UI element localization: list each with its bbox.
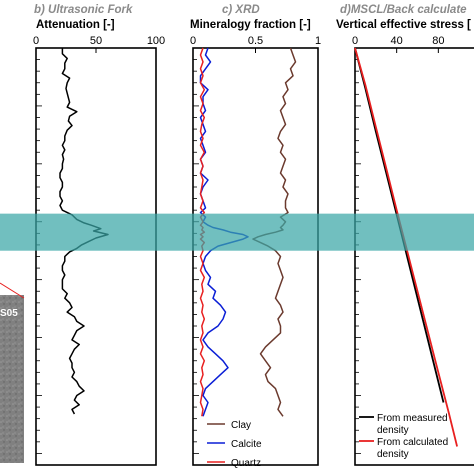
panel-2: d)MSCL/Back calculate Vertical effective … xyxy=(336,4,474,466)
x-tick-label: 80 xyxy=(432,35,444,47)
x-tick-label: 0 xyxy=(352,35,358,47)
x-tick-label: 0 xyxy=(33,35,39,47)
legend-entry: Calcite xyxy=(231,439,262,450)
core-photo-label: S05 xyxy=(0,308,18,319)
x-tick-label: 1 xyxy=(315,35,321,47)
panel-0: b) Ultrasonic Fork Attenuation [-] 0 50 100 xyxy=(33,4,165,466)
core-photo-panel: S05 xyxy=(0,282,25,463)
plot-frame xyxy=(354,47,474,466)
plot-frame xyxy=(35,47,157,466)
highlight-band xyxy=(0,213,474,251)
legend-entry: Clay xyxy=(231,420,251,431)
legend-entry: From measured density xyxy=(377,413,448,436)
plot-frame xyxy=(192,47,319,466)
legend-entry: Quartz xyxy=(231,458,261,469)
panel-title: b) Ultrasonic Fork xyxy=(34,4,133,16)
x-axis-label: Attenuation [-] xyxy=(36,19,115,31)
x-tick-label: 0 xyxy=(190,35,196,47)
x-tick-label: 50 xyxy=(90,35,102,47)
x-axis-label: Mineralogy fraction [-] xyxy=(190,19,311,31)
x-tick-label: 0.5 xyxy=(248,35,263,47)
x-tick-label: 40 xyxy=(391,35,403,47)
panel-title: d)MSCL/Back calculate xyxy=(340,4,467,16)
x-tick-label: 100 xyxy=(147,35,165,47)
core-photo-connector xyxy=(0,282,25,299)
legend-entry: From calculated density xyxy=(377,437,448,460)
panel-title: c) XRD xyxy=(222,4,260,16)
core-photo-texture xyxy=(0,295,24,463)
x-axis-label: Vertical effective stress [ xyxy=(336,19,471,31)
